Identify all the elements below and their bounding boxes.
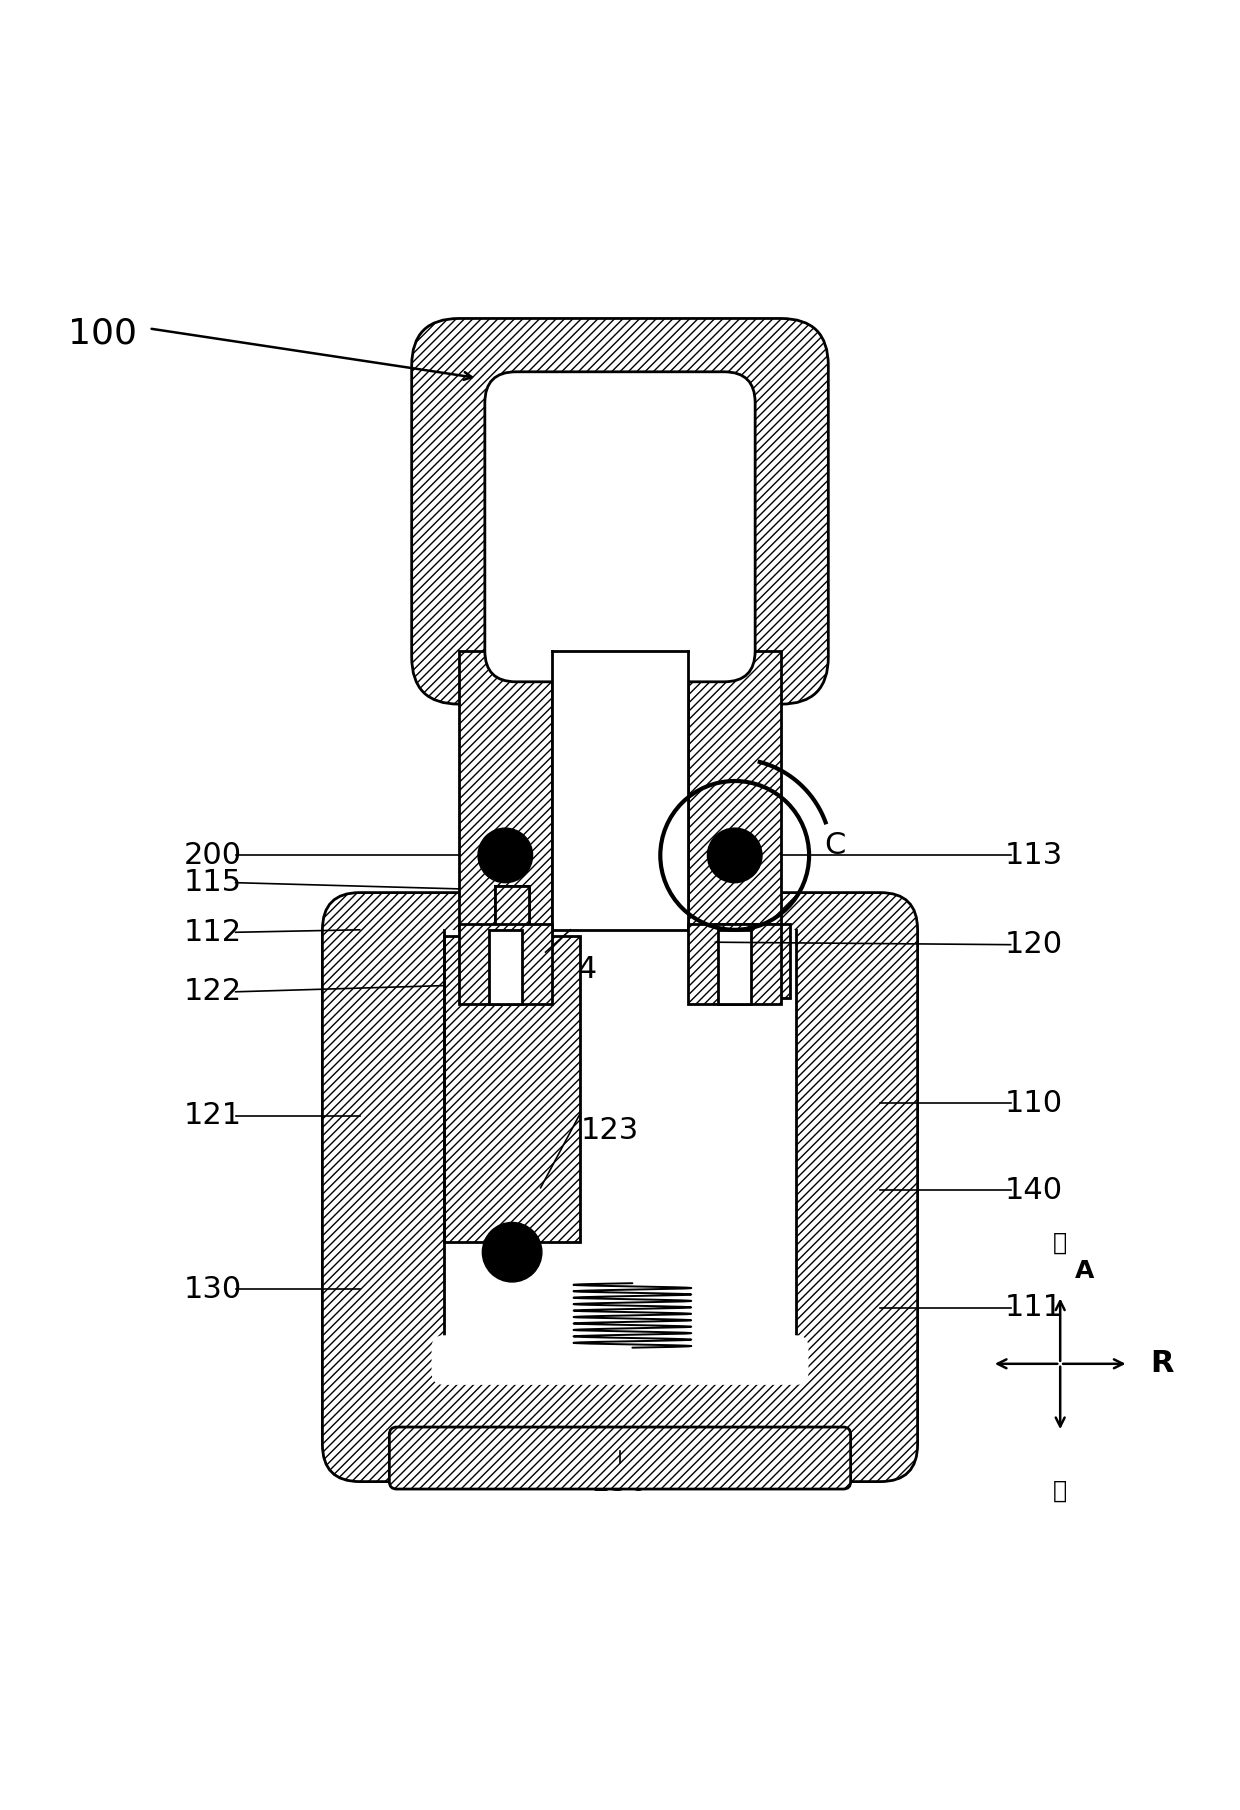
Bar bbox=[444, 936, 580, 1242]
Bar bbox=[444, 930, 796, 1359]
Bar bbox=[459, 923, 552, 1005]
Bar bbox=[715, 923, 790, 997]
Bar bbox=[688, 652, 781, 930]
FancyBboxPatch shape bbox=[389, 1426, 851, 1490]
Text: 124: 124 bbox=[539, 954, 598, 983]
Bar bbox=[495, 887, 529, 936]
Bar bbox=[688, 652, 781, 930]
Text: 111: 111 bbox=[1004, 1294, 1063, 1323]
Bar bbox=[459, 923, 552, 1005]
Text: 115: 115 bbox=[184, 869, 242, 898]
Text: 110: 110 bbox=[1004, 1090, 1063, 1119]
FancyBboxPatch shape bbox=[432, 1336, 808, 1385]
Text: 120: 120 bbox=[1004, 930, 1063, 959]
Bar bbox=[489, 930, 522, 1005]
Text: 112: 112 bbox=[184, 918, 242, 947]
Bar bbox=[444, 936, 580, 1242]
Bar bbox=[739, 945, 766, 992]
Text: 130: 130 bbox=[184, 1274, 242, 1303]
Bar bbox=[459, 652, 552, 930]
Text: 200: 200 bbox=[184, 842, 242, 871]
Bar bbox=[552, 652, 688, 930]
Text: 123: 123 bbox=[580, 1115, 639, 1144]
Text: 113: 113 bbox=[1004, 842, 1063, 871]
Text: 150: 150 bbox=[591, 1468, 649, 1497]
Text: 121: 121 bbox=[184, 1100, 242, 1129]
Circle shape bbox=[482, 1222, 542, 1281]
Text: 140: 140 bbox=[1004, 1176, 1063, 1205]
Text: 上: 上 bbox=[1053, 1231, 1068, 1254]
Bar bbox=[688, 923, 781, 1005]
Bar bbox=[718, 930, 751, 1005]
Circle shape bbox=[479, 829, 532, 883]
FancyBboxPatch shape bbox=[322, 892, 918, 1482]
Bar bbox=[495, 887, 529, 936]
Text: 122: 122 bbox=[184, 977, 242, 1006]
Text: 100: 100 bbox=[68, 317, 138, 349]
Bar bbox=[495, 887, 529, 936]
Bar bbox=[489, 930, 522, 1005]
FancyBboxPatch shape bbox=[412, 319, 828, 704]
Text: A: A bbox=[1075, 1260, 1095, 1283]
Bar bbox=[715, 923, 790, 997]
Text: 下: 下 bbox=[1053, 1479, 1068, 1502]
Bar bbox=[688, 923, 781, 1005]
Bar bbox=[718, 930, 751, 1005]
Bar bbox=[459, 652, 552, 930]
FancyBboxPatch shape bbox=[485, 371, 755, 682]
Circle shape bbox=[707, 829, 761, 883]
Text: R: R bbox=[1151, 1348, 1174, 1377]
Bar bbox=[552, 652, 688, 657]
Text: C: C bbox=[825, 831, 846, 860]
